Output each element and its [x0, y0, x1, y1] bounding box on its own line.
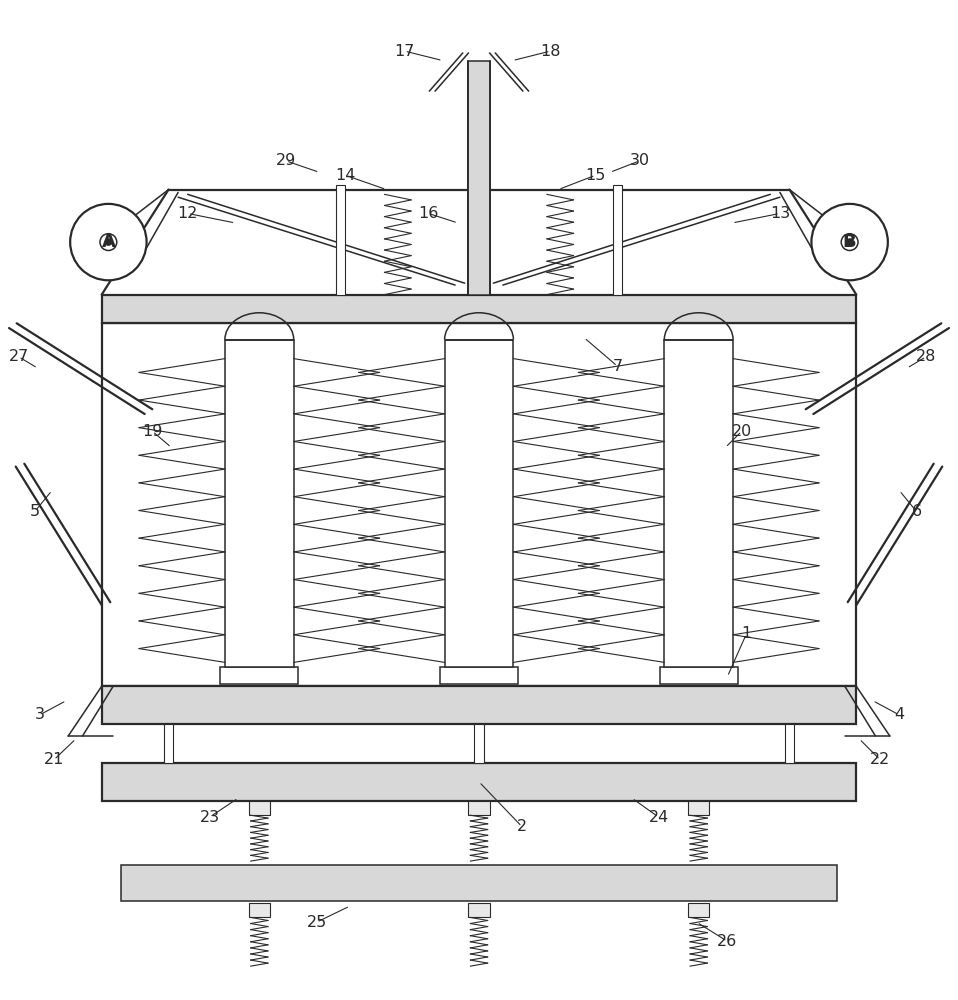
Bar	[468, 61, 490, 295]
Text: 17: 17	[395, 44, 415, 59]
Text: 1: 1	[741, 626, 752, 641]
Bar	[102, 686, 856, 724]
Bar	[249, 801, 270, 815]
Bar	[659, 667, 738, 684]
Bar	[121, 865, 837, 901]
Bar	[440, 667, 518, 684]
Text: 16: 16	[419, 206, 439, 221]
Bar	[474, 724, 484, 763]
Text: 27: 27	[9, 349, 29, 364]
Bar	[445, 340, 513, 667]
Circle shape	[104, 238, 112, 246]
Text: 12: 12	[177, 206, 198, 221]
Text: 18: 18	[540, 44, 560, 59]
Bar	[335, 185, 345, 295]
Text: 13: 13	[770, 206, 790, 221]
Bar	[468, 801, 490, 815]
Bar	[220, 667, 299, 684]
Text: 21: 21	[44, 752, 64, 767]
Circle shape	[846, 238, 854, 246]
Bar	[468, 903, 490, 917]
Bar	[688, 903, 709, 917]
Text: 5: 5	[30, 504, 40, 519]
Text: 26: 26	[718, 934, 738, 949]
Bar	[664, 340, 733, 667]
Text: A: A	[102, 233, 115, 251]
Bar	[688, 801, 709, 815]
Text: 24: 24	[649, 810, 669, 825]
Text: 14: 14	[335, 168, 355, 183]
Text: 28: 28	[916, 349, 936, 364]
Text: 30: 30	[629, 153, 650, 168]
Bar	[785, 724, 794, 763]
Text: 25: 25	[307, 915, 327, 930]
Bar	[102, 295, 856, 323]
Text: 7: 7	[612, 359, 623, 374]
Text: 15: 15	[585, 168, 605, 183]
Text: B: B	[843, 233, 856, 251]
Circle shape	[70, 204, 147, 280]
Text: 29: 29	[276, 153, 296, 168]
Bar	[164, 724, 173, 763]
Text: 19: 19	[142, 424, 163, 439]
Text: 4: 4	[894, 707, 904, 722]
Text: 22: 22	[870, 752, 890, 767]
Bar	[249, 903, 270, 917]
Text: 23: 23	[199, 810, 219, 825]
Circle shape	[811, 204, 888, 280]
Text: 3: 3	[34, 707, 45, 722]
Bar	[102, 323, 856, 686]
Text: 20: 20	[732, 424, 752, 439]
Bar	[102, 763, 856, 801]
Text: 2: 2	[517, 819, 527, 834]
Bar	[613, 185, 623, 295]
Text: 6: 6	[911, 504, 922, 519]
Bar	[225, 340, 294, 667]
